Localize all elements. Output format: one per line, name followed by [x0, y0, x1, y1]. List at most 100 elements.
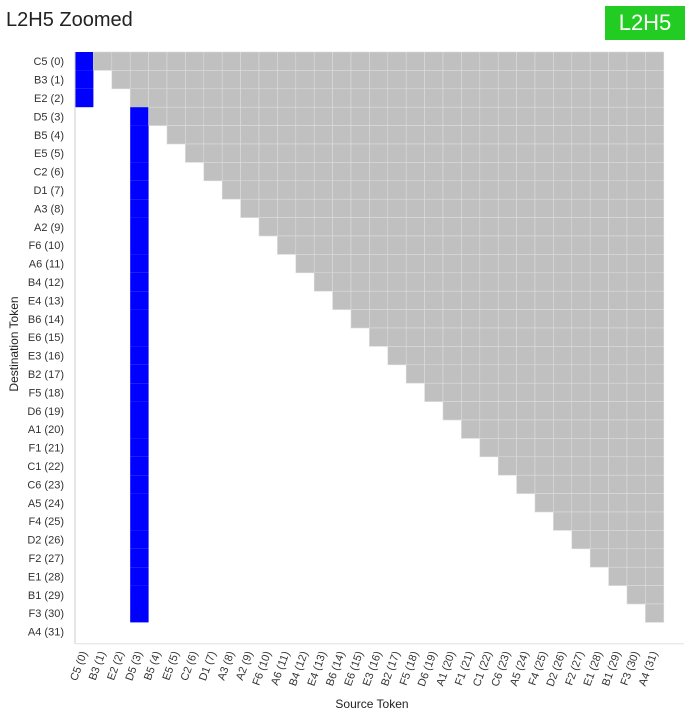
- masked-cell: [129, 88, 149, 108]
- masked-cell: [424, 88, 444, 108]
- masked-cell: [608, 346, 628, 366]
- masked-cell: [424, 198, 444, 218]
- masked-cell: [516, 217, 536, 237]
- masked-cell: [387, 309, 407, 329]
- masked-cell: [534, 309, 554, 329]
- masked-cell: [626, 290, 646, 310]
- masked-cell: [405, 327, 425, 347]
- masked-cell: [589, 309, 609, 329]
- masked-cell: [129, 51, 149, 71]
- masked-cell: [387, 106, 407, 126]
- masked-cell: [516, 180, 536, 200]
- masked-cell: [645, 530, 665, 550]
- masked-cell: [166, 125, 186, 145]
- attention-cell: [130, 144, 149, 163]
- masked-cell: [424, 309, 444, 329]
- masked-cell: [295, 162, 315, 182]
- masked-cell: [387, 254, 407, 274]
- masked-cell: [350, 162, 370, 182]
- masked-cell: [645, 125, 665, 145]
- masked-cell: [571, 327, 591, 347]
- masked-cell: [516, 438, 536, 458]
- masked-cell: [203, 162, 223, 182]
- masked-cell: [516, 382, 536, 402]
- masked-cell: [442, 272, 462, 292]
- masked-cell: [589, 162, 609, 182]
- masked-cell: [589, 88, 609, 108]
- masked-cell: [240, 125, 260, 145]
- masked-cell: [626, 548, 646, 568]
- masked-cell: [442, 327, 462, 347]
- masked-cell: [645, 198, 665, 218]
- masked-cell: [516, 254, 536, 274]
- masked-cell: [479, 309, 499, 329]
- masked-cell: [369, 309, 389, 329]
- masked-cell: [571, 235, 591, 255]
- y-tick-label: B1 (29): [28, 590, 64, 602]
- masked-cell: [166, 51, 186, 71]
- masked-cell: [589, 272, 609, 292]
- masked-cell: [516, 88, 536, 108]
- masked-cell: [387, 290, 407, 310]
- masked-cell: [589, 474, 609, 494]
- masked-cell: [571, 382, 591, 402]
- masked-cell: [645, 419, 665, 439]
- masked-cell: [608, 235, 628, 255]
- y-tick-label: A1 (20): [28, 424, 64, 436]
- masked-cell: [461, 364, 481, 384]
- masked-cell: [332, 235, 352, 255]
- masked-cell: [589, 548, 609, 568]
- chart-title: L2H5 Zoomed: [6, 9, 133, 31]
- masked-cell: [608, 364, 628, 384]
- masked-cell: [185, 106, 205, 126]
- masked-cell: [608, 125, 628, 145]
- masked-cell: [387, 346, 407, 366]
- y-tick-label: D2 (26): [27, 535, 64, 547]
- masked-cell: [369, 143, 389, 163]
- masked-cell: [626, 438, 646, 458]
- attention-cell: [130, 548, 149, 568]
- masked-cell: [258, 198, 278, 218]
- masked-cell: [387, 235, 407, 255]
- masked-cell: [645, 603, 665, 623]
- masked-cell: [369, 162, 389, 182]
- masked-cell: [461, 419, 481, 439]
- y-tick-label: C1 (22): [27, 461, 64, 473]
- masked-cell: [240, 70, 260, 90]
- masked-cell: [479, 235, 499, 255]
- y-tick-label: F5 (18): [29, 387, 64, 399]
- masked-cell: [313, 88, 333, 108]
- masked-cell: [203, 51, 223, 71]
- y-tick-label: B2 (17): [28, 369, 64, 381]
- masked-cell: [332, 70, 352, 90]
- masked-cell: [645, 217, 665, 237]
- masked-cell: [645, 309, 665, 329]
- masked-cell: [553, 235, 573, 255]
- masked-cell: [553, 290, 573, 310]
- masked-cell: [553, 125, 573, 145]
- y-tick-label: D1 (7): [33, 185, 64, 197]
- masked-cell: [571, 474, 591, 494]
- y-tick-label: E2 (2): [34, 93, 64, 105]
- attention-cell: [130, 475, 149, 494]
- masked-cell: [350, 125, 370, 145]
- masked-cell: [608, 217, 628, 237]
- masked-cell: [497, 419, 517, 439]
- masked-cell: [571, 364, 591, 384]
- masked-cell: [350, 198, 370, 218]
- masked-cell: [369, 272, 389, 292]
- masked-cell: [479, 272, 499, 292]
- masked-cell: [497, 180, 517, 200]
- masked-cell: [350, 235, 370, 255]
- masked-cell: [497, 51, 517, 71]
- masked-cell: [332, 143, 352, 163]
- masked-cell: [645, 88, 665, 108]
- masked-cell: [240, 162, 260, 182]
- masked-cell: [479, 382, 499, 402]
- masked-cell: [645, 382, 665, 402]
- masked-cell: [405, 106, 425, 126]
- masked-cell: [93, 51, 113, 71]
- masked-cell: [645, 290, 665, 310]
- masked-cell: [313, 51, 333, 71]
- masked-cell: [313, 272, 333, 292]
